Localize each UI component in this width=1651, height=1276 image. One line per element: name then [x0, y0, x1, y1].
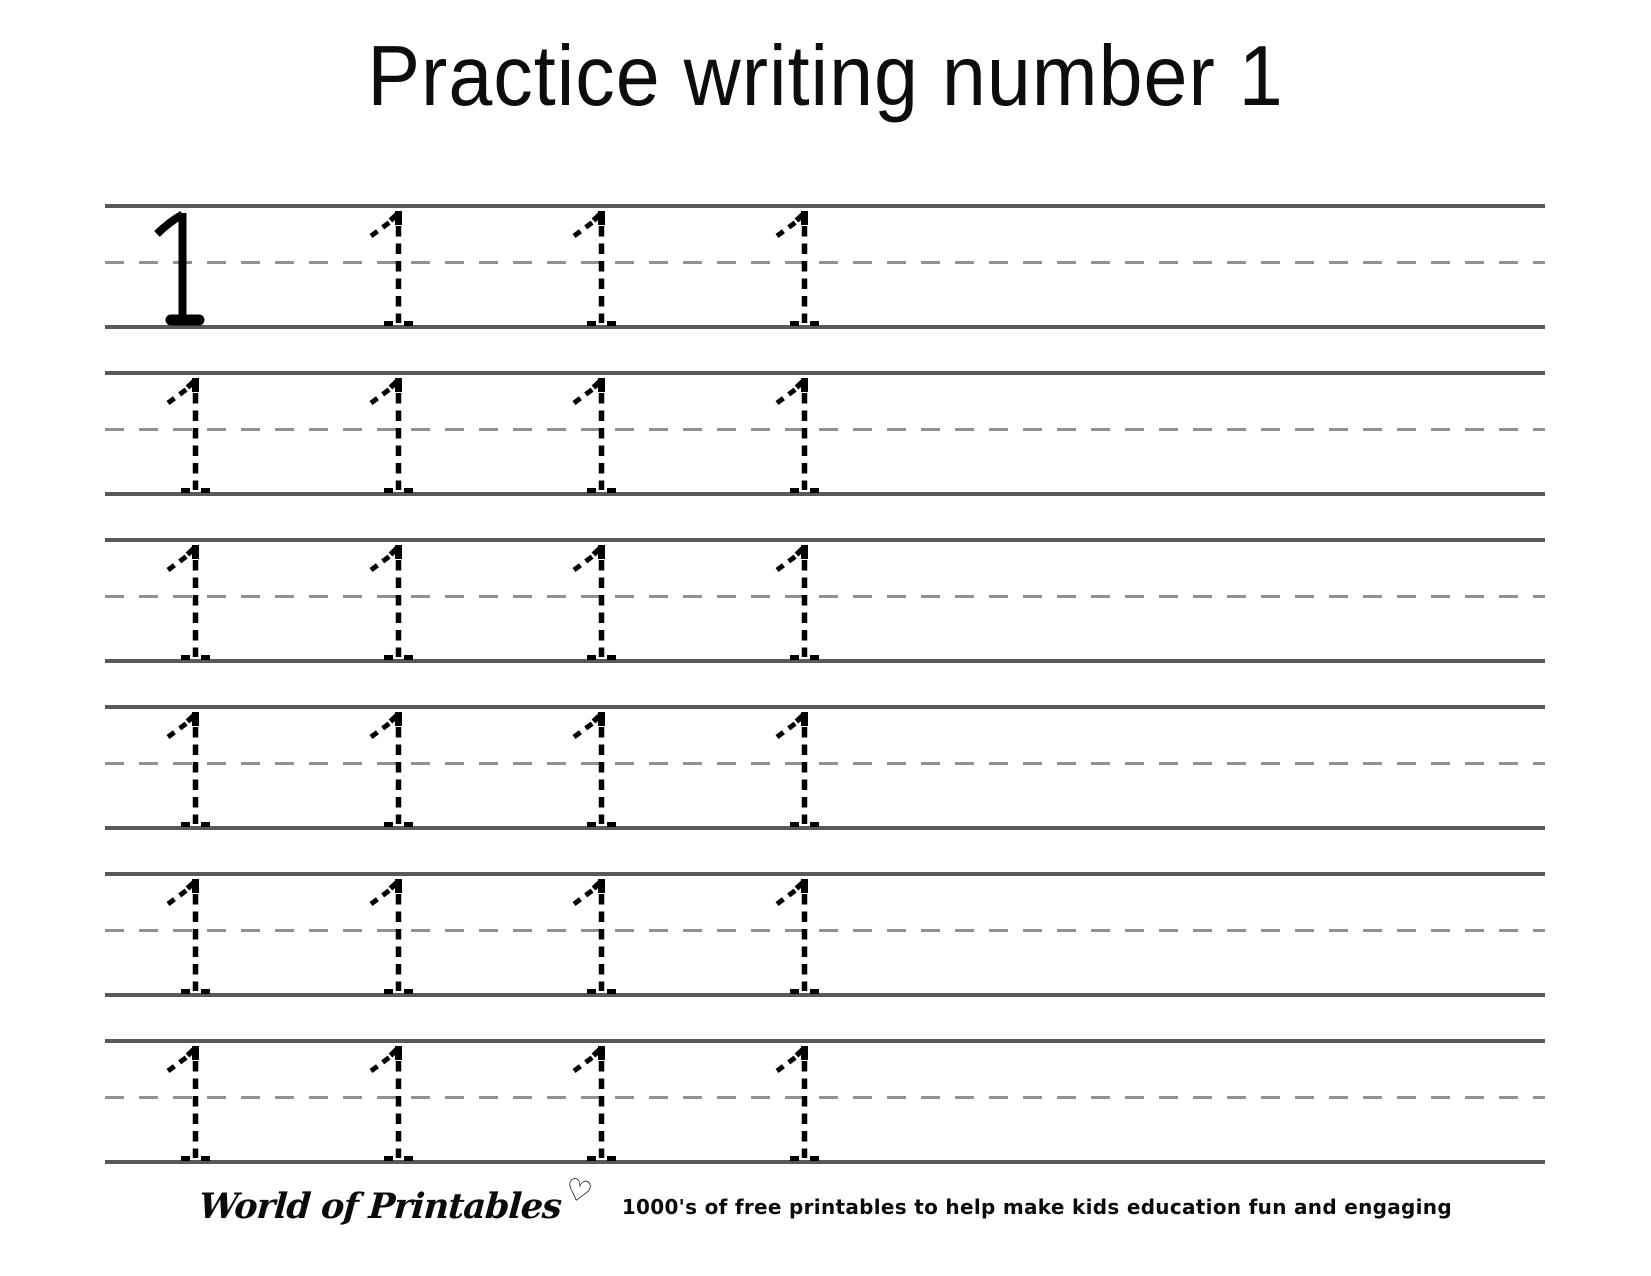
- traceable-numeral-1: [357, 376, 421, 494]
- footer-tagline: 1000's of free printables to help make k…: [621, 1194, 1452, 1219]
- dashed-midline: [105, 261, 1545, 264]
- traceable-numeral-1: [154, 877, 218, 995]
- traceable-numeral-1: [763, 376, 827, 494]
- traceable-numeral-1: [560, 877, 624, 995]
- traceable-numeral-1: [560, 376, 624, 494]
- practice-row: [105, 371, 1545, 496]
- traceable-numeral-1: [154, 376, 218, 494]
- traceable-numeral-1: [357, 543, 421, 661]
- traceable-numeral-1: [357, 1044, 421, 1162]
- dashed-midline: [105, 428, 1545, 431]
- traceable-numeral-1: [763, 1044, 827, 1162]
- traceable-numeral-1: [560, 1044, 624, 1162]
- dashed-midline: [105, 929, 1545, 932]
- traceable-numeral-1: [560, 710, 624, 828]
- dashed-midline: [105, 595, 1545, 598]
- page-title: Practice writing number 1: [367, 27, 1284, 124]
- practice-rows: [105, 204, 1545, 1206]
- practice-row: [105, 872, 1545, 997]
- traceable-numeral-1: [357, 877, 421, 995]
- practice-row: [105, 204, 1545, 329]
- traceable-numeral-1: [560, 209, 624, 327]
- footer: World of Printables ♡ 1000's of free pri…: [0, 1171, 1651, 1227]
- practice-row: [105, 1039, 1545, 1164]
- traceable-numeral-1: [357, 710, 421, 828]
- traceable-numeral-1: [154, 543, 218, 661]
- traceable-numeral-1: [357, 209, 421, 327]
- traceable-numeral-1: [763, 209, 827, 327]
- solid-numeral-1: [145, 209, 225, 327]
- traceable-numeral-1: [763, 543, 827, 661]
- brand-name: World of Printables: [197, 1186, 563, 1227]
- traceable-numeral-1: [560, 543, 624, 661]
- dashed-midline: [105, 1096, 1545, 1099]
- traceable-numeral-1: [154, 710, 218, 828]
- traceable-numeral-1: [763, 710, 827, 828]
- practice-row: [105, 538, 1545, 663]
- traceable-numeral-1: [154, 1044, 218, 1162]
- traceable-numeral-1: [763, 877, 827, 995]
- brand: World of Printables ♡: [197, 1171, 596, 1227]
- dashed-midline: [105, 762, 1545, 765]
- practice-row: [105, 705, 1545, 830]
